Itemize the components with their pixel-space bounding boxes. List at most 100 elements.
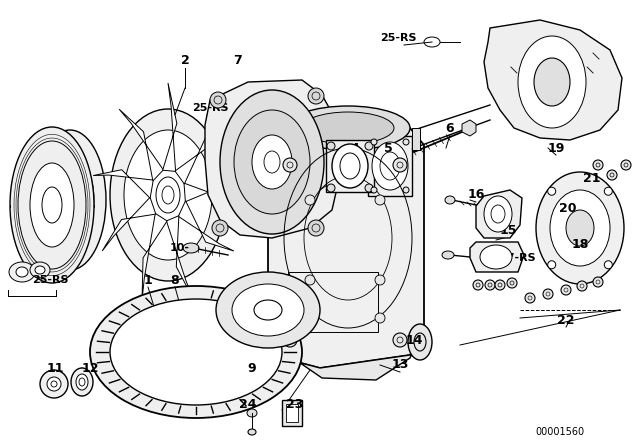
Circle shape: [375, 275, 385, 285]
Ellipse shape: [30, 163, 74, 247]
Text: 5: 5: [383, 142, 392, 155]
Ellipse shape: [110, 109, 226, 281]
Ellipse shape: [42, 187, 62, 223]
Text: 10-: 10-: [170, 243, 190, 253]
Ellipse shape: [252, 135, 292, 189]
Circle shape: [327, 184, 335, 192]
Polygon shape: [462, 120, 476, 136]
Text: 8: 8: [171, 273, 179, 287]
Ellipse shape: [536, 172, 624, 284]
Ellipse shape: [183, 243, 199, 253]
Ellipse shape: [30, 262, 50, 278]
Polygon shape: [175, 109, 217, 184]
Polygon shape: [166, 216, 194, 300]
Ellipse shape: [76, 374, 88, 390]
Text: 18: 18: [572, 238, 589, 251]
Circle shape: [593, 277, 603, 287]
Ellipse shape: [207, 109, 219, 116]
Ellipse shape: [232, 284, 304, 336]
Circle shape: [283, 333, 297, 347]
Bar: [368, 136, 412, 196]
Circle shape: [561, 285, 571, 295]
Ellipse shape: [286, 106, 410, 150]
Circle shape: [393, 158, 407, 172]
Ellipse shape: [248, 429, 256, 435]
Circle shape: [393, 333, 407, 347]
Text: 25-RS: 25-RS: [32, 275, 68, 285]
Circle shape: [40, 370, 68, 398]
Ellipse shape: [566, 210, 594, 246]
Circle shape: [548, 261, 556, 269]
Ellipse shape: [302, 112, 394, 144]
Text: 00001560: 00001560: [536, 427, 584, 437]
Text: 17-RS: 17-RS: [500, 253, 536, 263]
Ellipse shape: [237, 85, 250, 95]
Text: 20: 20: [559, 202, 577, 215]
Ellipse shape: [64, 189, 76, 211]
Bar: [412, 128, 420, 150]
Text: 25-RS: 25-RS: [380, 33, 416, 43]
Ellipse shape: [9, 262, 35, 282]
Bar: [326, 140, 374, 192]
Polygon shape: [470, 242, 524, 272]
Bar: [286, 404, 298, 422]
Circle shape: [375, 313, 385, 323]
Polygon shape: [119, 109, 163, 181]
Circle shape: [327, 142, 335, 150]
Text: 15: 15: [499, 224, 516, 237]
Ellipse shape: [16, 267, 28, 277]
Circle shape: [543, 289, 553, 299]
Ellipse shape: [332, 144, 368, 188]
Polygon shape: [142, 213, 167, 300]
Circle shape: [495, 280, 505, 290]
Text: 1: 1: [143, 273, 152, 287]
Text: 11: 11: [46, 362, 64, 375]
Circle shape: [473, 280, 483, 290]
Ellipse shape: [10, 127, 94, 283]
Ellipse shape: [247, 409, 257, 417]
Ellipse shape: [110, 299, 282, 405]
Circle shape: [577, 281, 587, 291]
Polygon shape: [484, 20, 622, 140]
Ellipse shape: [35, 266, 45, 274]
Text: 13: 13: [391, 358, 409, 371]
Circle shape: [371, 187, 377, 193]
Ellipse shape: [340, 153, 360, 179]
Text: 12: 12: [81, 362, 99, 375]
Text: 25-RS: 25-RS: [192, 103, 228, 113]
Ellipse shape: [34, 130, 106, 270]
Ellipse shape: [220, 90, 324, 234]
Ellipse shape: [124, 130, 212, 260]
Polygon shape: [184, 176, 243, 202]
Ellipse shape: [216, 272, 320, 348]
Ellipse shape: [46, 154, 94, 246]
Circle shape: [212, 220, 228, 236]
Circle shape: [47, 377, 61, 391]
Circle shape: [210, 92, 226, 108]
Circle shape: [375, 195, 385, 205]
Text: 3: 3: [340, 159, 349, 172]
Ellipse shape: [550, 190, 610, 266]
Text: 24: 24: [239, 399, 257, 412]
Ellipse shape: [90, 286, 302, 418]
Text: 19: 19: [547, 142, 564, 155]
Circle shape: [308, 220, 324, 236]
Ellipse shape: [484, 196, 512, 232]
Ellipse shape: [234, 110, 310, 214]
Polygon shape: [102, 197, 156, 251]
Circle shape: [621, 160, 631, 170]
Text: 7: 7: [234, 53, 243, 66]
Circle shape: [593, 160, 603, 170]
Circle shape: [403, 139, 409, 145]
Polygon shape: [268, 128, 424, 368]
Ellipse shape: [408, 324, 432, 360]
Ellipse shape: [480, 245, 512, 269]
Circle shape: [604, 261, 612, 269]
Ellipse shape: [71, 368, 93, 396]
Text: 2: 2: [180, 53, 189, 66]
Ellipse shape: [534, 58, 570, 106]
Polygon shape: [93, 170, 153, 198]
Ellipse shape: [156, 177, 180, 213]
Bar: [288, 272, 378, 332]
Circle shape: [305, 195, 315, 205]
